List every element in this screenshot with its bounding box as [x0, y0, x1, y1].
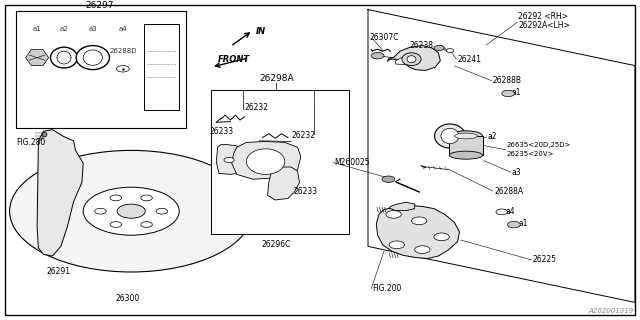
Text: IN: IN — [256, 28, 266, 36]
Circle shape — [110, 195, 122, 201]
Circle shape — [434, 45, 444, 51]
Bar — [144, 24, 179, 110]
Polygon shape — [37, 130, 83, 256]
Ellipse shape — [57, 51, 71, 64]
FancyBboxPatch shape — [449, 136, 483, 155]
Polygon shape — [26, 50, 49, 66]
Circle shape — [446, 49, 454, 52]
Text: 26288A: 26288A — [494, 187, 524, 196]
Circle shape — [141, 222, 152, 228]
Ellipse shape — [76, 46, 109, 70]
Text: 26225: 26225 — [532, 255, 557, 264]
Ellipse shape — [441, 128, 459, 144]
Circle shape — [156, 208, 168, 214]
Text: 26300: 26300 — [116, 294, 140, 303]
Ellipse shape — [83, 50, 102, 65]
Circle shape — [371, 52, 384, 59]
Text: 26288B: 26288B — [493, 76, 522, 85]
Circle shape — [502, 90, 515, 97]
Text: 26235<20V>: 26235<20V> — [507, 151, 554, 156]
Text: 26232: 26232 — [244, 103, 269, 112]
Text: a1: a1 — [512, 88, 522, 97]
Circle shape — [224, 157, 234, 163]
Text: 26233: 26233 — [293, 188, 317, 196]
Text: 26241: 26241 — [458, 55, 481, 64]
Bar — [211, 90, 349, 234]
Circle shape — [382, 176, 395, 182]
Polygon shape — [389, 202, 415, 211]
Polygon shape — [268, 167, 300, 200]
Circle shape — [95, 208, 106, 214]
Ellipse shape — [246, 149, 285, 174]
Text: a2: a2 — [60, 26, 68, 32]
Circle shape — [508, 221, 520, 228]
Circle shape — [386, 211, 401, 218]
Text: 26298A: 26298A — [259, 74, 294, 83]
Text: a1: a1 — [33, 26, 42, 32]
Polygon shape — [232, 141, 301, 179]
Ellipse shape — [51, 47, 77, 68]
Text: FIG.200: FIG.200 — [372, 284, 402, 293]
Text: FRONT: FRONT — [218, 55, 250, 64]
Text: a1: a1 — [518, 220, 528, 228]
Text: 26232: 26232 — [291, 132, 315, 140]
Ellipse shape — [407, 56, 416, 63]
Text: 26291: 26291 — [46, 268, 70, 276]
Text: 26292A<LH>: 26292A<LH> — [518, 21, 570, 30]
Polygon shape — [368, 10, 635, 302]
Text: A262001319: A262001319 — [588, 308, 634, 314]
Ellipse shape — [449, 131, 483, 141]
Circle shape — [412, 217, 427, 225]
Circle shape — [110, 222, 122, 228]
Text: 26288D: 26288D — [109, 48, 136, 54]
Circle shape — [415, 246, 430, 253]
Text: M260025: M260025 — [335, 158, 371, 167]
Circle shape — [117, 204, 145, 218]
Text: a4: a4 — [506, 207, 515, 216]
Polygon shape — [387, 45, 440, 70]
Polygon shape — [216, 145, 244, 174]
Text: 26297: 26297 — [85, 1, 113, 10]
Ellipse shape — [449, 151, 483, 159]
Text: a2: a2 — [488, 132, 497, 141]
Text: 26238: 26238 — [410, 41, 434, 50]
Text: a3: a3 — [512, 168, 522, 177]
Text: 26296C: 26296C — [262, 240, 291, 249]
Text: 26307C: 26307C — [369, 33, 399, 42]
Circle shape — [141, 195, 152, 201]
Ellipse shape — [454, 133, 477, 139]
Text: a4: a4 — [118, 26, 127, 32]
Circle shape — [83, 187, 179, 235]
Circle shape — [10, 150, 253, 272]
Polygon shape — [396, 57, 415, 65]
Text: 26292 <RH>: 26292 <RH> — [518, 12, 568, 21]
Text: 26233: 26233 — [210, 127, 234, 136]
Text: a3: a3 — [88, 26, 97, 32]
Circle shape — [389, 241, 404, 249]
Ellipse shape — [402, 53, 421, 66]
Text: FIG.280: FIG.280 — [16, 138, 45, 147]
Bar — [16, 11, 186, 128]
Ellipse shape — [435, 124, 465, 148]
Circle shape — [496, 209, 508, 215]
Circle shape — [116, 66, 129, 72]
Circle shape — [434, 233, 449, 241]
Text: 26635<20D,25D>: 26635<20D,25D> — [507, 142, 572, 148]
Polygon shape — [376, 205, 460, 259]
